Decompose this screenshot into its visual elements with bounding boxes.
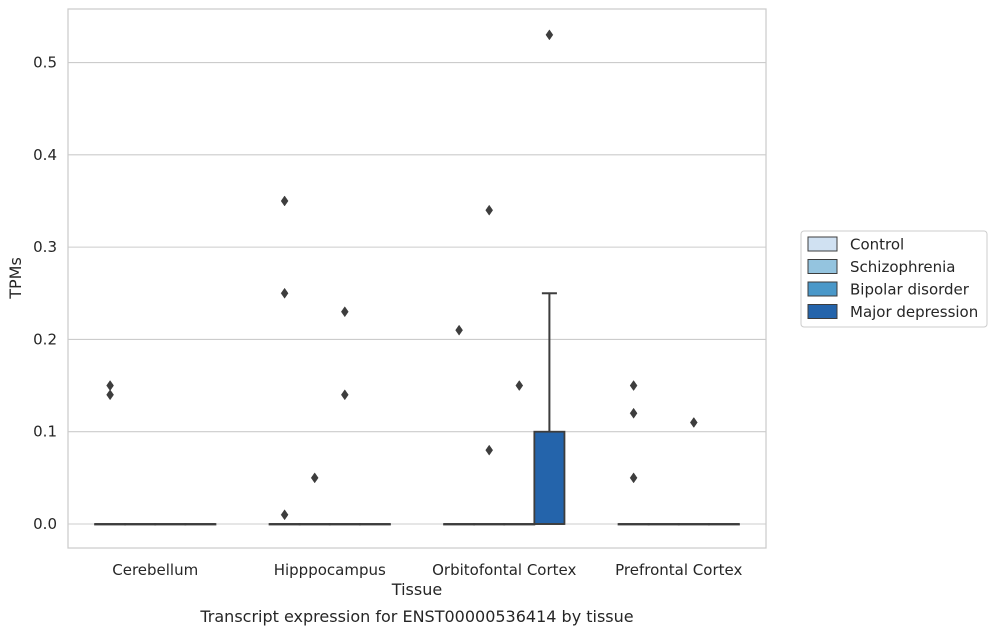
y-axis-ticks: 0.0 0.1 0.2 0.3 0.4 0.5 (33, 54, 57, 533)
outlier-point (689, 417, 698, 428)
legend-swatch (807, 304, 838, 319)
category-group (94, 380, 217, 526)
outlier-point (485, 204, 494, 216)
category-group (617, 380, 740, 526)
x-axis-ticks: Cerebellum Hipppocampus Orbitofontal Corte… (112, 561, 742, 579)
chart-caption: Transcript expression for ENST0000053641… (199, 607, 633, 626)
outlier-point (515, 380, 524, 391)
category-group (443, 29, 566, 526)
box-groups (94, 29, 740, 526)
grid-lines (68, 61, 766, 525)
outlier-point (106, 389, 114, 401)
y-tick-label: 0.4 (33, 146, 57, 164)
outlier-point (545, 29, 554, 41)
x-axis-label: Tissue (391, 580, 442, 599)
outlier-point (280, 509, 289, 521)
y-tick-label: 0.5 (33, 54, 57, 72)
outlier-point (629, 380, 638, 391)
x-tick-label: Prefrontal Cortex (615, 561, 742, 579)
outlier-point (280, 195, 289, 207)
outlier-point (340, 306, 349, 318)
box (533, 430, 566, 525)
y-tick-label: 0.0 (33, 515, 57, 533)
legend-swatch (807, 259, 838, 274)
x-tick-label: Hipppocampus (274, 561, 386, 579)
legend-frame (800, 230, 988, 328)
y-tick-label: 0.3 (33, 238, 57, 256)
outlier-point (629, 407, 638, 419)
outlier-point (310, 472, 319, 484)
legend: Control Schizophrenia Bipolar disorder Majo… (800, 230, 988, 328)
outlier-point (340, 389, 349, 401)
x-tick-label: Orbitofontal Cortex (432, 561, 576, 579)
legend-label: Schizophrenia (850, 258, 955, 276)
plot-area-frame (67, 8, 767, 549)
outlier-point (485, 444, 494, 456)
y-tick-label: 0.2 (33, 330, 57, 348)
outlier-point (455, 324, 463, 336)
category-group (268, 195, 391, 526)
outlier-point (106, 380, 114, 391)
outlier-point (280, 287, 289, 299)
legend-swatch (807, 236, 838, 252)
y-axis-label: TPMs (6, 257, 25, 300)
legend-swatch (807, 281, 838, 297)
legend-label: Major depression (850, 303, 978, 321)
legend-label: Control (850, 236, 904, 254)
outlier-point (629, 472, 638, 484)
legend-label: Bipolar disorder (850, 281, 970, 299)
x-tick-label: Cerebellum (112, 561, 198, 579)
y-tick-label: 0.1 (33, 423, 57, 441)
